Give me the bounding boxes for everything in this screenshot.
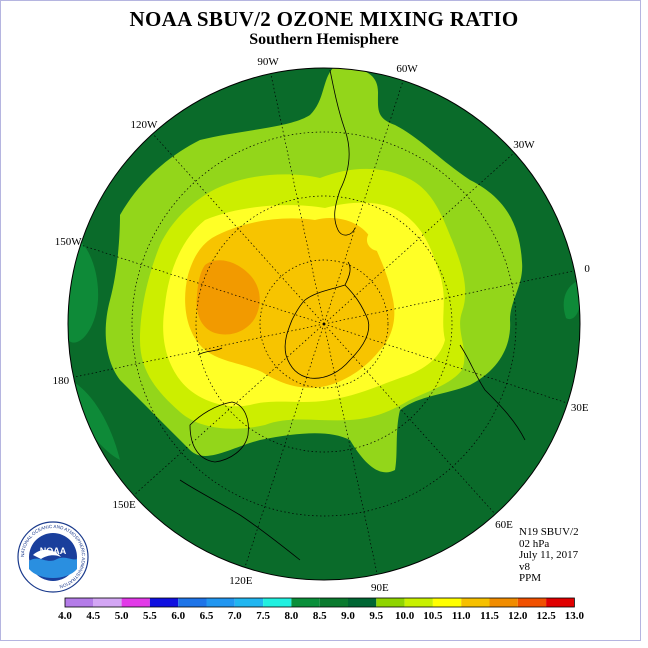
longitude-label: 30E [571,402,589,414]
meridian-line [244,323,325,568]
colorbar-tick-label: 8.0 [285,610,299,622]
longitude-label: 60W [396,63,418,75]
colorbar-tick-label: 13.0 [565,610,585,622]
longitude-label: 150W [55,236,83,248]
meridian-line [152,133,325,325]
colorbar-swatch [234,598,264,607]
antarctica-coastline [284,261,370,379]
date-label: July 11, 2017 [519,549,579,561]
colorbar-tick-label: 8.5 [313,610,327,622]
colorbar-swatch [291,598,320,607]
colorbar-swatch [65,598,94,607]
latitude-circle-outer [131,131,517,517]
pressure-level-label: 02 hPa [519,537,550,550]
colorbar-tick-label: 5.0 [115,610,129,622]
meridian-line [133,323,325,496]
satellite-label: N19 SBUV/2 [519,526,579,538]
colorbar-swatch [121,598,150,607]
colorbar-swatch [432,598,462,607]
longitude-label: 120E [229,575,253,587]
longitude-label: 60E [495,519,513,531]
colorbar-swatch [546,598,575,607]
meridian-line [323,152,515,325]
colorbar-swatch [348,598,377,607]
colorbar-tick-label: 12.0 [508,610,528,622]
meridian-line [323,323,378,575]
colorbar-tick-label: 7.0 [228,610,242,622]
colorbar-swatch [178,598,207,607]
colorbar-tick-label: 9.0 [341,610,355,622]
plot-info: N19 SBUV/2 02 hPa July 11, 2017 v8 PPM [519,526,579,585]
colorbar-tick-label: 6.5 [200,610,214,622]
longitude-label: 90E [371,582,389,594]
colorbar-swatch [319,598,348,607]
longitude-label: 90W [257,56,279,68]
coastlines [179,69,526,561]
noaa-logo-text: NOAA [40,546,67,556]
colorbar-swatch [206,598,235,607]
meridian-line [323,323,568,404]
africa-coastline [459,344,526,441]
ozone-region-11.5 [196,260,260,335]
colorbar-tick-label: 10.5 [423,610,443,622]
map-border [67,67,581,581]
colorbar-swatch [517,598,547,607]
page-subtitle: Southern Hemisphere [249,31,399,48]
colorbar-tick-label: 5.5 [143,610,157,622]
longitude-label: 150E [112,499,136,511]
ozone-region-8.5-east [563,280,580,320]
longitude-label: 180 [53,375,70,387]
version-label: v8 [519,560,530,573]
colorbar-tick-label: 4.5 [86,610,100,622]
longitude-label: 0 [584,263,590,275]
graticule [73,73,575,575]
colorbar-tick-label: 4.0 [58,610,72,622]
meridian-line [323,80,404,325]
colorbar-tick-label: 11.5 [480,610,499,622]
colorbar-tick-label: 10.0 [395,610,415,622]
colorbar-tick-label: 9.5 [369,610,383,622]
meridian-line [323,323,496,515]
latitude-circle-middle [195,195,453,453]
page-title: NOAA SBUV/2 OZONE MIXING RATIO [129,7,519,31]
colorbar-swatch [489,598,518,607]
colorbar-tick-label: 11.0 [452,610,471,622]
longitude-label: 120W [131,119,159,131]
latitude-circle-inner [259,259,389,389]
colorbar: 4.0 4.5 5.0 5.5 6.0 6.5 7.0 7.5 8.0 8.5 9.0 9.5 10.0… [58,597,585,622]
meridian-line [80,244,325,325]
ozone-region-10.5-blob-east [410,269,428,290]
meridian-line [270,73,325,325]
colorbar-tick-label: 6.0 [171,610,185,622]
meridian-line [323,270,575,325]
longitude-labels: 90W 60W 30W 0 30E 60E 90E 120E 150E 180 150W 120W [53,56,591,594]
indonesia-coastline [179,479,301,561]
ozone-region-10.5-blob [366,227,396,252]
colorbar-swatch [461,598,490,607]
south-america-coastline [329,69,356,236]
units-label: PPM [519,572,542,584]
noaa-logo: NOAA NATIONAL OCEANIC AND ATMOSPHERIC AD… [17,521,89,593]
new-zealand-coastline [197,347,223,356]
ozone-region-8.5-southwest [70,380,120,460]
meridian-line [73,323,325,378]
colorbar-tick-label: 7.5 [256,610,270,622]
longitude-label: 30W [513,139,535,151]
colorbar-swatch [93,598,122,607]
colorbar-swatch [376,598,405,607]
colorbar-swatch [404,598,433,607]
colorbar-tick-label: 12.5 [536,610,556,622]
australia-coastline [189,401,249,463]
colorbar-swatch [149,598,179,607]
colorbar-border [64,597,575,608]
ozone-region-11.0 [185,218,395,388]
colorbar-swatch [263,598,292,607]
